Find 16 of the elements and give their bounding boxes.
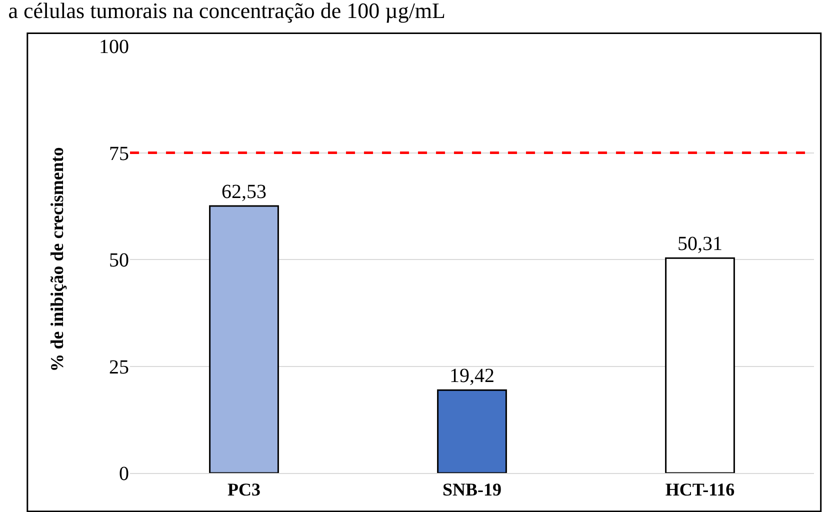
y-tick-label: 100 — [99, 36, 129, 58]
data-label: 19,42 — [450, 365, 494, 388]
y-tick-label: 50 — [109, 250, 129, 272]
data-label: 50,31 — [678, 233, 722, 256]
x-tick-label: SNB-19 — [442, 480, 502, 500]
chart-title: a células tumorais na concentração de 100 µg/mL — [8, 0, 446, 23]
bar — [209, 205, 279, 473]
x-tick-label: HCT-116 — [665, 480, 735, 500]
data-label: 62,53 — [222, 181, 266, 203]
y-tick-label: 25 — [109, 356, 129, 378]
y-axis-title: % de inibição de crecismento — [47, 147, 68, 372]
x-tick-label: PC3 — [228, 480, 260, 500]
y-tick-label: 75 — [109, 142, 129, 165]
bar — [665, 257, 735, 473]
bar — [437, 389, 507, 473]
y-tick-label: 0 — [119, 463, 129, 485]
